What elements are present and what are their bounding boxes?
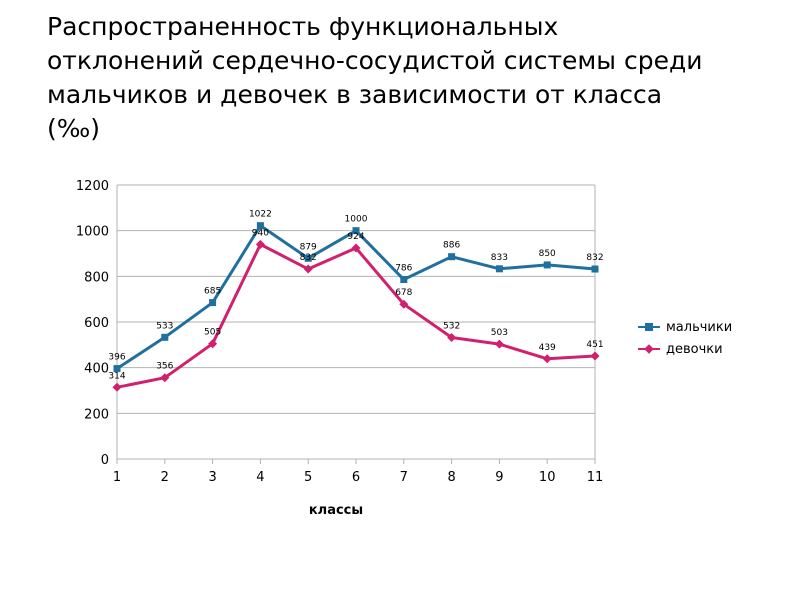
x-tick-label: 1 bbox=[113, 470, 121, 485]
data-label: 439 bbox=[539, 343, 556, 353]
data-label: 314 bbox=[108, 371, 125, 381]
title-line: Распространенность функциональных bbox=[47, 12, 559, 41]
x-tick-label: 5 bbox=[304, 470, 312, 485]
data-label: 786 bbox=[395, 264, 412, 274]
data-label: 451 bbox=[586, 340, 603, 350]
data-point bbox=[542, 354, 552, 364]
data-label: 533 bbox=[156, 321, 173, 331]
data-point bbox=[351, 243, 361, 253]
y-tick-label: 1000 bbox=[76, 225, 109, 240]
data-label: 850 bbox=[539, 249, 556, 259]
data-point bbox=[495, 265, 503, 273]
data-label: 886 bbox=[443, 241, 460, 251]
slide-title: Распространенность функциональных отклон… bbox=[47, 10, 767, 146]
legend-label: мальчики bbox=[666, 319, 733, 335]
data-point bbox=[113, 365, 121, 373]
data-point bbox=[304, 254, 312, 262]
data-label: 532 bbox=[443, 322, 460, 332]
x-tick-label: 3 bbox=[208, 470, 216, 485]
x-tick-label: 11 bbox=[587, 470, 604, 485]
x-tick-label: 6 bbox=[352, 470, 360, 485]
title-line: (‰) bbox=[47, 114, 101, 143]
data-point bbox=[400, 276, 408, 284]
data-point bbox=[209, 299, 217, 307]
data-point bbox=[543, 261, 551, 269]
data-point bbox=[591, 265, 599, 273]
x-tick-label: 7 bbox=[400, 470, 408, 485]
data-label: 1000 bbox=[345, 215, 368, 225]
data-point bbox=[590, 351, 600, 361]
data-label: 396 bbox=[108, 353, 125, 363]
x-tick-label: 8 bbox=[447, 470, 455, 485]
title-line: отклонений сердечно-сосудистой системы с… bbox=[47, 46, 703, 75]
x-tick-label: 2 bbox=[161, 470, 169, 485]
data-label: 1022 bbox=[249, 210, 272, 220]
data-label: 832 bbox=[586, 253, 603, 263]
data-label: 832 bbox=[300, 253, 317, 263]
x-tick-label: 4 bbox=[256, 470, 264, 485]
data-point bbox=[352, 227, 360, 235]
data-point bbox=[447, 333, 457, 343]
legend-swatch-diamond-icon bbox=[638, 344, 660, 354]
y-tick-label: 0 bbox=[101, 453, 109, 468]
data-label: 505 bbox=[204, 328, 221, 338]
data-point bbox=[256, 222, 264, 230]
data-label: 356 bbox=[156, 362, 173, 372]
y-tick-label: 1200 bbox=[76, 179, 109, 194]
data-point bbox=[303, 264, 313, 274]
title-line: мальчиков и девочек в зависимости от кла… bbox=[47, 80, 663, 109]
chart-legend: мальчики девочки bbox=[638, 316, 732, 360]
legend-swatch-square-icon bbox=[638, 322, 660, 332]
y-tick-label: 200 bbox=[84, 407, 109, 422]
legend-marker bbox=[644, 344, 654, 354]
data-label: 685 bbox=[204, 287, 221, 297]
legend-item-girls: девочки bbox=[638, 338, 732, 360]
x-tick-label: 10 bbox=[539, 470, 556, 485]
data-label: 879 bbox=[300, 242, 317, 252]
data-point bbox=[208, 339, 218, 349]
data-label: 503 bbox=[491, 328, 508, 338]
data-point bbox=[112, 382, 122, 392]
data-label: 678 bbox=[395, 288, 412, 298]
legend-label: девочки bbox=[666, 341, 723, 357]
data-label: 833 bbox=[491, 253, 508, 263]
data-point bbox=[494, 339, 504, 349]
legend-item-boys: мальчики bbox=[638, 316, 732, 338]
legend-marker bbox=[645, 323, 653, 331]
y-tick-label: 800 bbox=[84, 270, 109, 285]
data-point bbox=[448, 253, 456, 261]
data-label: 924 bbox=[347, 232, 364, 242]
x-tick-label: 9 bbox=[495, 470, 503, 485]
data-point bbox=[255, 239, 265, 249]
x-axis-title: классы bbox=[309, 503, 363, 518]
data-point bbox=[399, 299, 409, 309]
data-point bbox=[160, 373, 170, 383]
data-point bbox=[161, 333, 169, 341]
data-label: 940 bbox=[252, 228, 269, 238]
y-tick-label: 600 bbox=[84, 316, 109, 331]
y-tick-label: 400 bbox=[84, 362, 109, 377]
